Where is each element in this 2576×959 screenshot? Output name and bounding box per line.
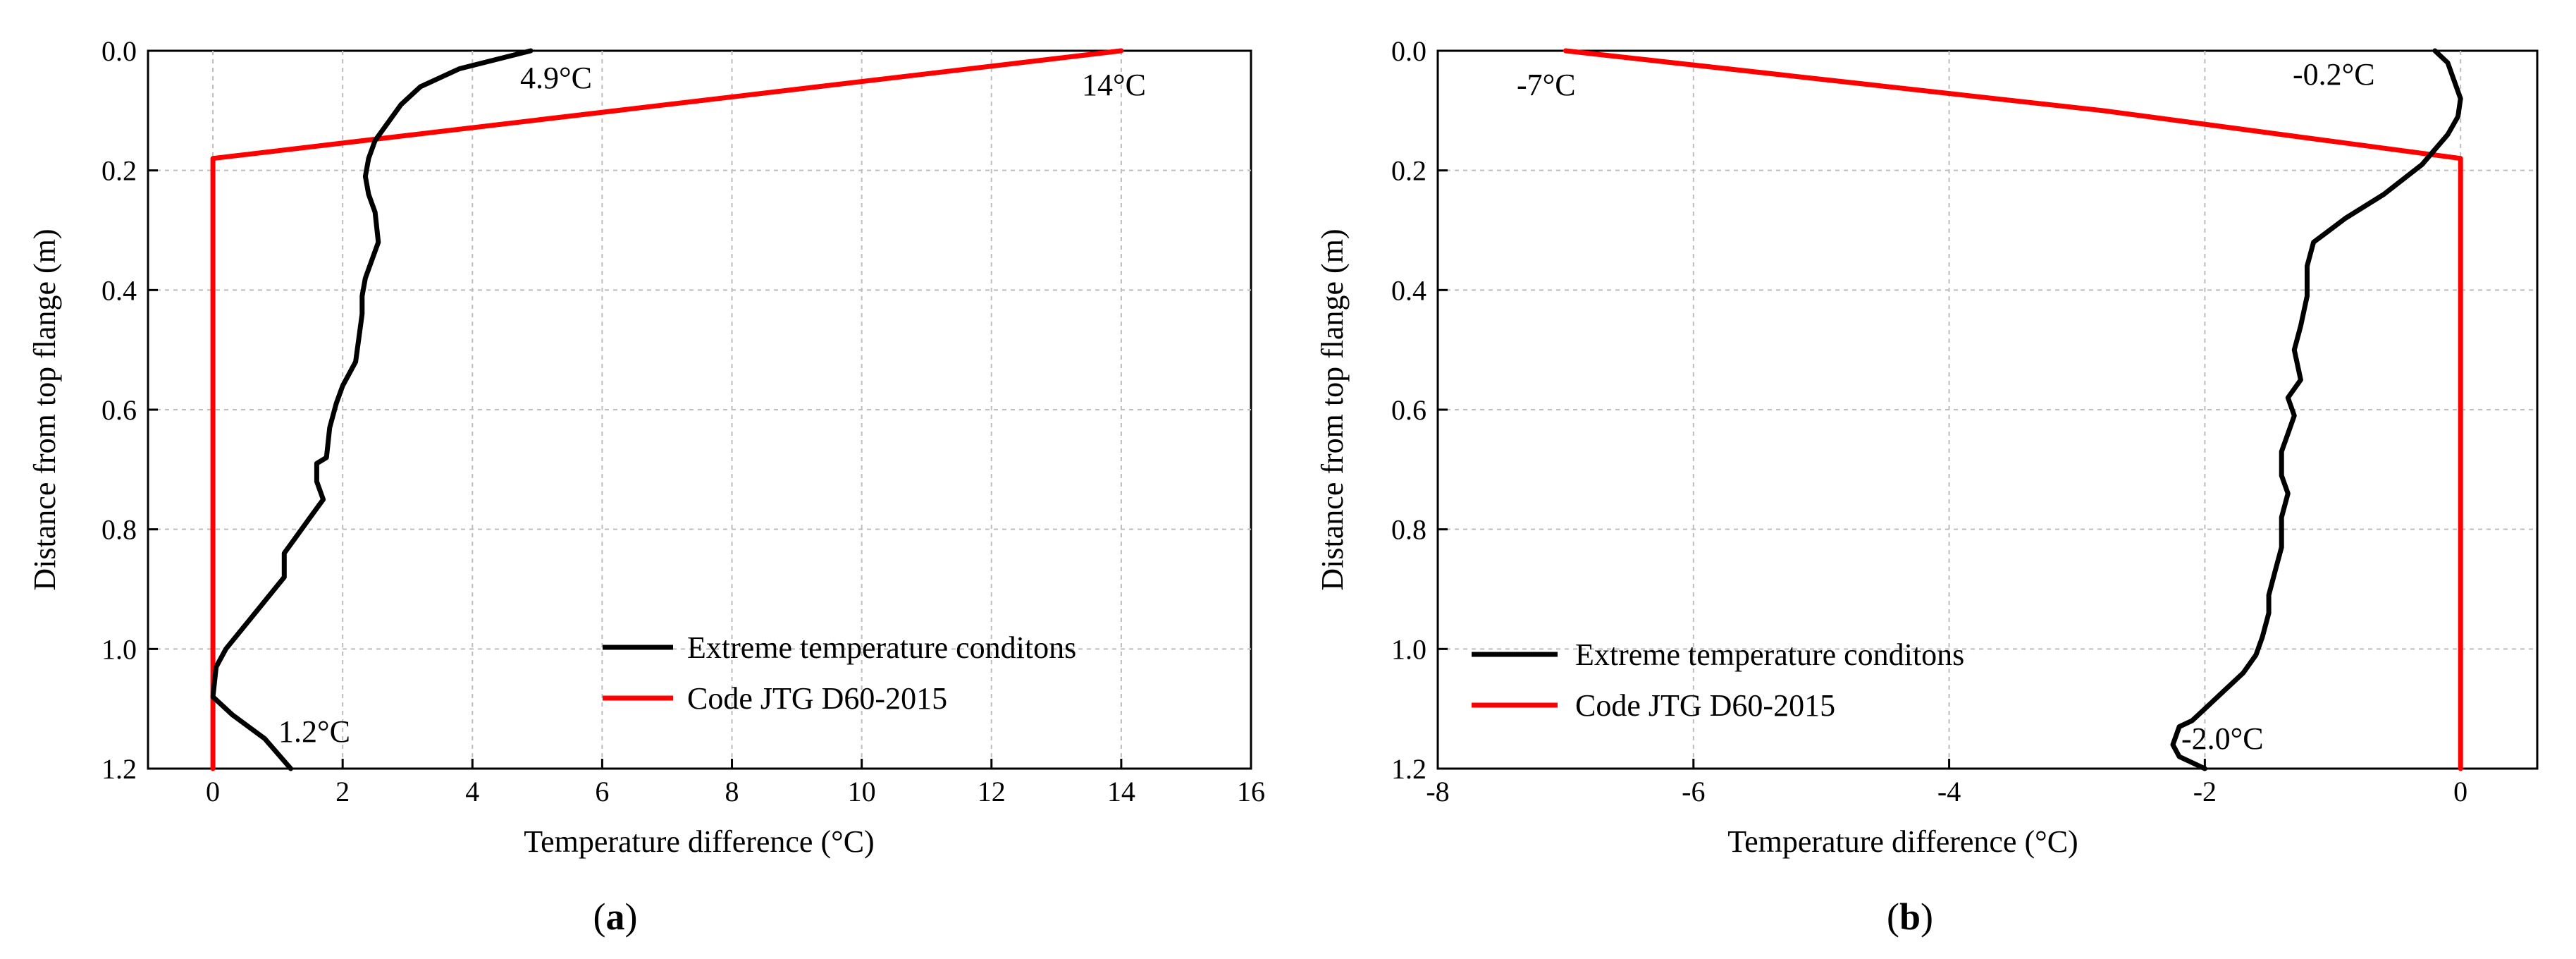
chart-panel-a: 0 2 4 6 8 10 12 14 16 0.0 0.2 0.4 0.6 0.8 1.0 1.2 Tempe… [27,35,1265,938]
annotation-b-bottom-extreme: -2.0°C [2181,721,2264,756]
ticks-b: -8 -6 -4 -2 0 0.0 0.2 0.4 0.6 0.8 1.0 1.2 [1391,35,2467,807]
legend-b: Extreme temperature conditons Code JTG D… [1472,637,1964,723]
y-tick-label-b: 0.8 [1391,514,1426,546]
annotation-a-top-code: 14°C [1082,68,1146,102]
x-axis-label-a: Temperature difference (°C) [524,824,874,859]
series-code-line-a [210,48,1124,771]
y-axis-label-b: Distance from top flange (m) [1315,228,1350,590]
legend-b-label-code: Code JTG D60-2015 [1575,688,1835,723]
y-tick-label-a: 0.0 [101,35,137,67]
x-tick-label-b: -4 [1937,776,1961,807]
series-a [210,48,1124,771]
x-tick-label-b: 0 [2453,776,2467,807]
x-tick-label-b: -6 [1682,776,1705,807]
x-tick-label-b: -8 [1426,776,1449,807]
y-tick-label-b: 1.0 [1391,633,1426,665]
annotation-b-top-code: -7°C [1517,68,1576,102]
x-tick-label-a: 16 [1237,776,1265,807]
legend-a-label-extreme: Extreme temperature conditons [687,630,1076,665]
annotation-a-bottom-extreme: 1.2°C [278,714,350,749]
ticks-a: 0 2 4 6 8 10 12 14 16 0.0 0.2 0.4 0.6 0.8 1.0 1.2 [101,35,1265,807]
x-tick-label-a: 8 [725,776,739,807]
x-tick-label-a: 2 [335,776,350,807]
x-axis-label-b: Temperature difference (°C) [1727,824,2078,859]
y-tick-label-b: 1.2 [1391,753,1426,785]
legend-a: Extreme temperature conditons Code JTG D… [603,630,1076,716]
y-tick-label-a: 0.6 [101,394,137,426]
y-tick-label-b: 0.0 [1391,35,1426,67]
y-tick-label-a: 0.8 [101,514,137,546]
x-tick-label-b: -2 [2193,776,2217,807]
y-axis-label-a: Distance from top flange (m) [27,228,62,590]
x-tick-label-a: 6 [595,776,609,807]
x-tick-label-a: 0 [206,776,220,807]
grid-b [1438,51,2537,769]
annotation-a-top-extreme: 4.9°C [520,61,592,95]
x-tick-label-a: 4 [465,776,479,807]
y-tick-label-b: 0.4 [1391,274,1426,306]
series-code-line-b [1563,48,2463,771]
y-tick-label-b: 0.6 [1391,394,1426,426]
y-tick-label-a: 0.4 [101,274,137,306]
panel-label-b: (b) [1887,896,1933,938]
chart-panel-b: -8 -6 -4 -2 0 0.0 0.2 0.4 0.6 0.8 1.0 1.2 Temperatu… [1315,35,2539,938]
series-b [1563,48,2463,771]
x-tick-label-a: 14 [1107,776,1135,807]
legend-a-label-code: Code JTG D60-2015 [687,681,947,716]
x-tick-label-a: 12 [978,776,1006,807]
series-extreme-line-b [2170,48,2463,771]
series-extreme-line-a [210,48,534,771]
panel-label-a: (a) [593,896,638,938]
y-tick-label-a: 0.2 [101,155,137,187]
y-tick-label-a: 1.0 [101,633,137,665]
annotation-b-top-extreme: -0.2°C [2293,57,2375,92]
y-tick-label-b: 0.2 [1391,155,1426,187]
y-tick-label-a: 1.2 [101,753,137,785]
legend-b-label-extreme: Extreme temperature conditons [1575,637,1964,672]
x-tick-label-a: 10 [848,776,876,807]
